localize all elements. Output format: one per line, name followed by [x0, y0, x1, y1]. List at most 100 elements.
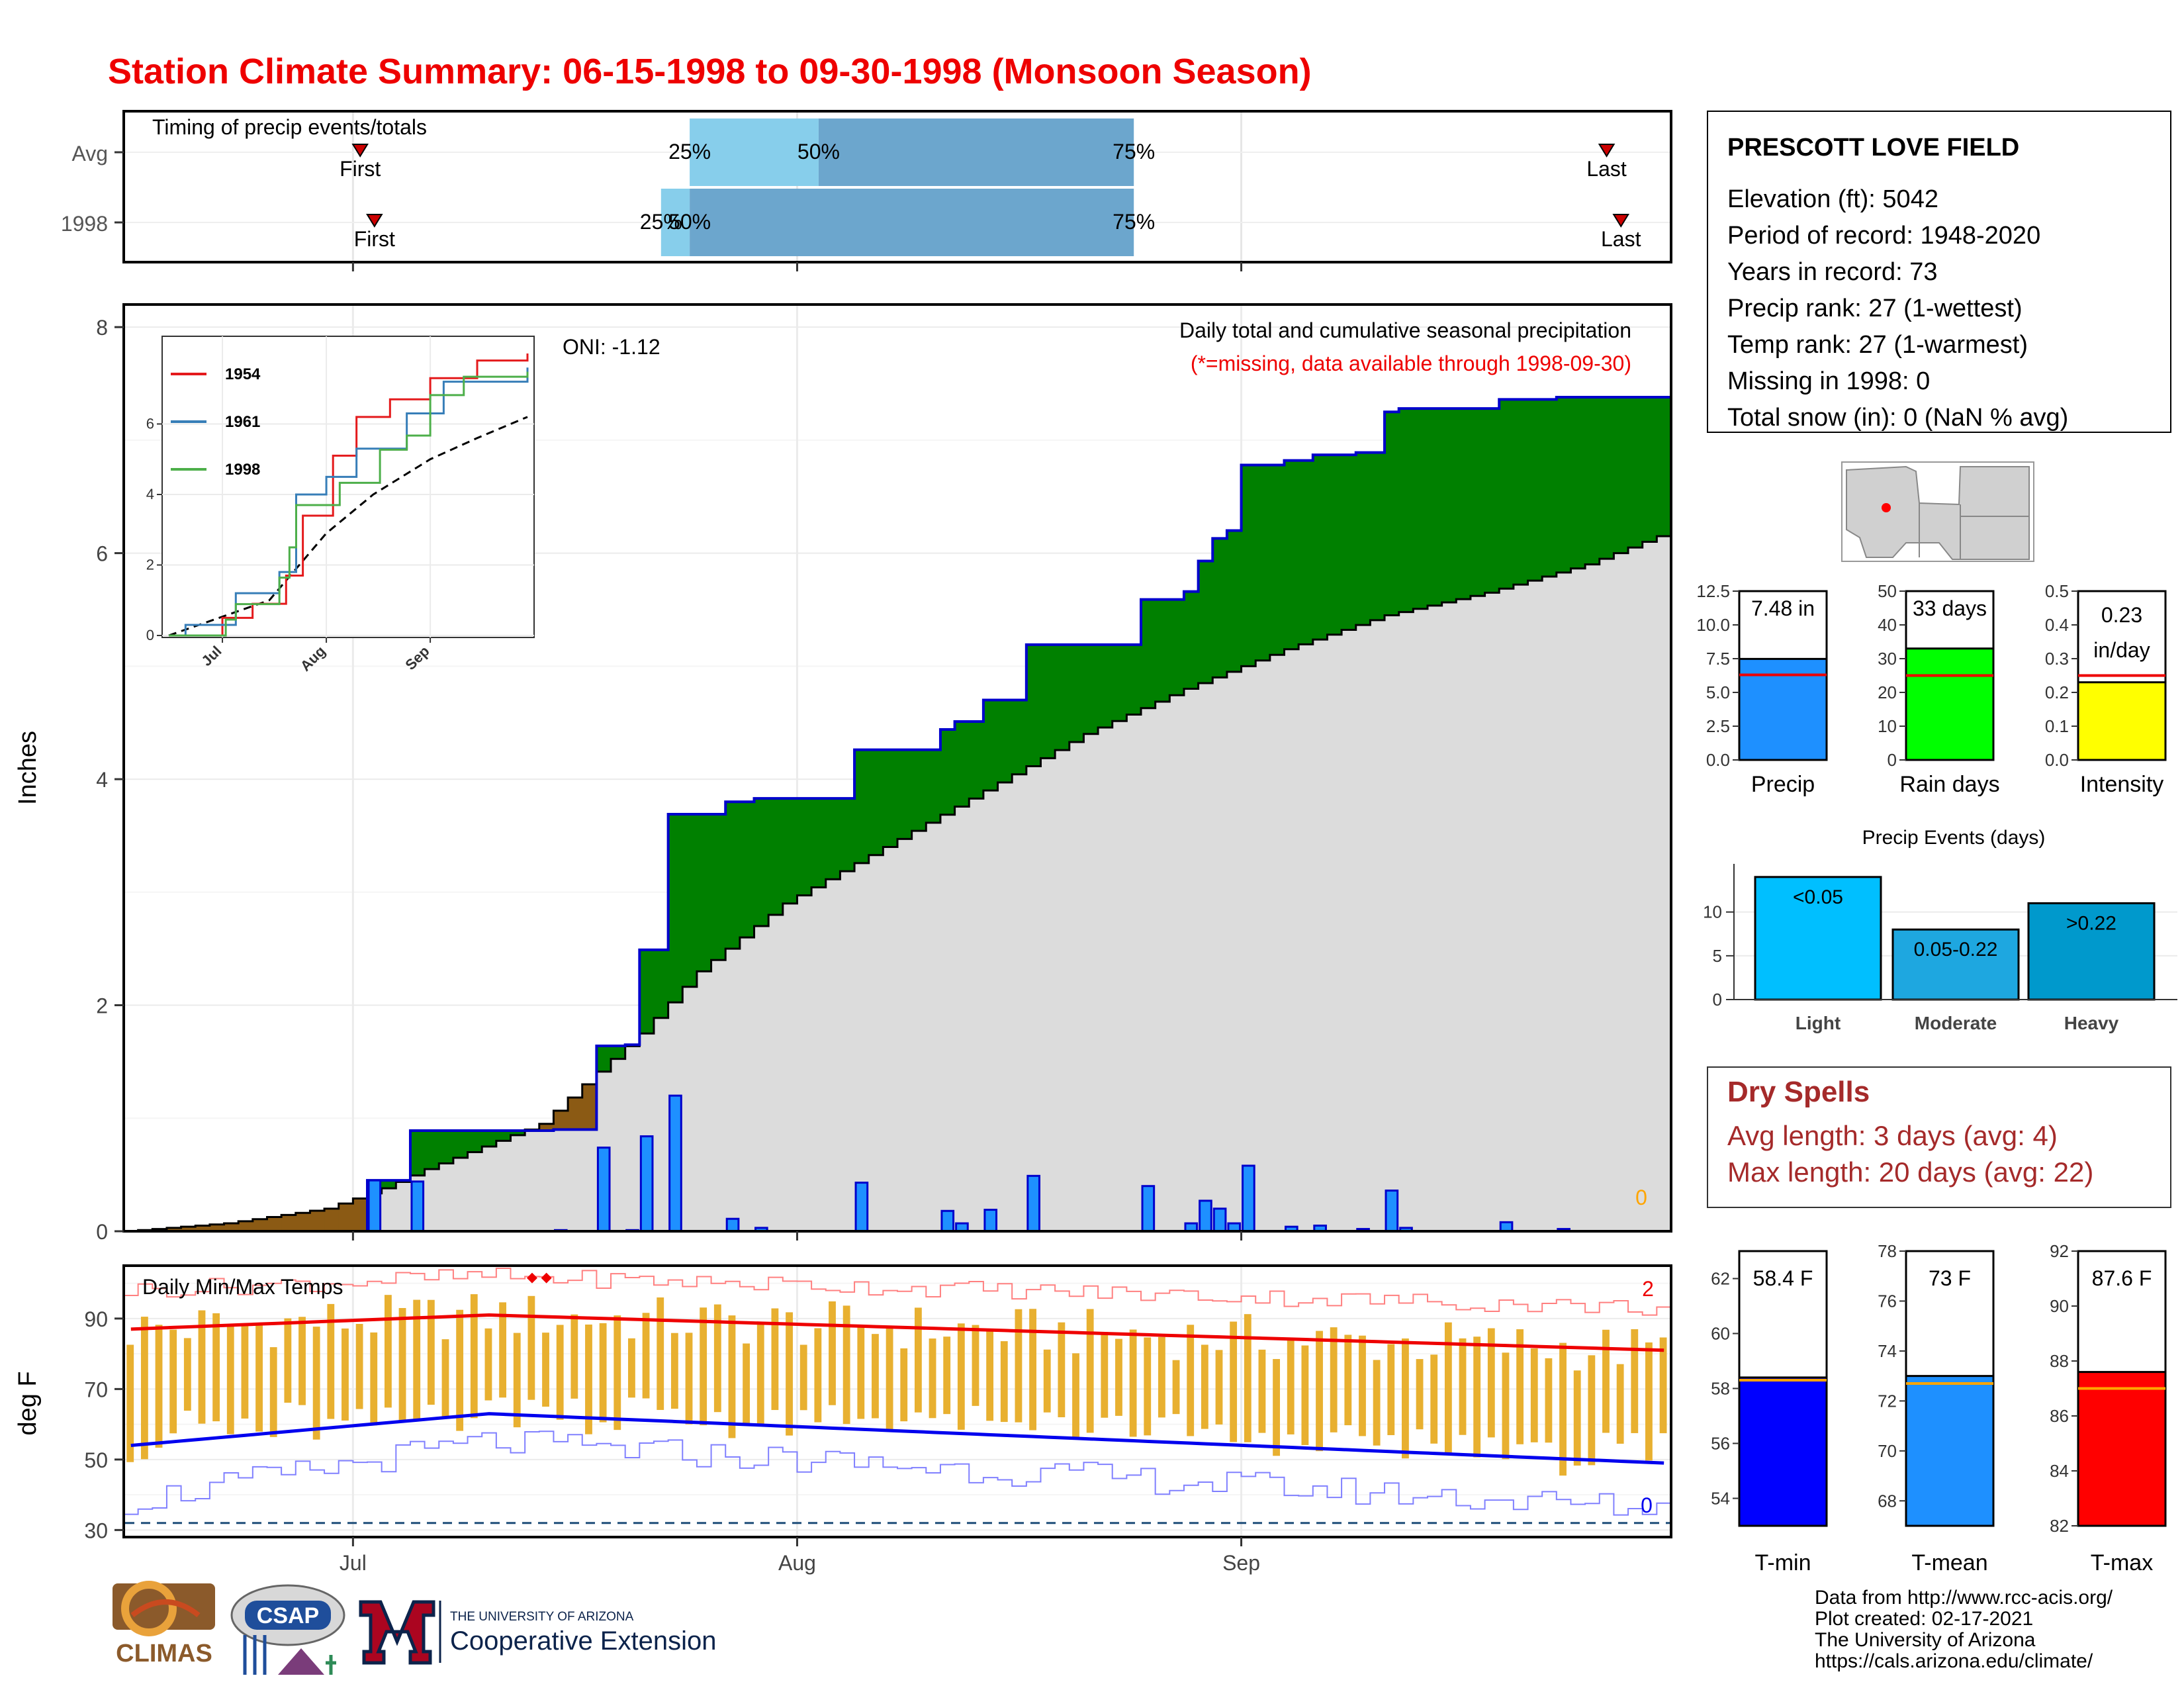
daily-temp-bar — [1101, 1332, 1109, 1418]
daily-temp-bar — [842, 1305, 850, 1425]
surplus-area — [510, 1131, 525, 1135]
surplus-area — [1241, 465, 1256, 667]
daily-temp-bar — [957, 1323, 965, 1430]
surplus-area — [682, 814, 698, 987]
daily-temp-bar — [1316, 1331, 1323, 1452]
daily-temp-bar — [1244, 1314, 1251, 1442]
surplus-area — [1055, 644, 1070, 751]
timing-q25-label: 25% — [668, 140, 711, 164]
daily-temp-bar — [1287, 1337, 1295, 1434]
surplus-area — [711, 814, 726, 961]
temp-x-tick-label: Sep — [1222, 1551, 1260, 1575]
surplus-area — [1642, 397, 1657, 542]
daily-temp-bar — [1559, 1342, 1567, 1476]
daily-temp-bar — [1043, 1349, 1051, 1413]
temp-chart: 30 50 70 90 Jul Aug Sep Daily Min/Max Temps de… — [14, 1264, 1672, 1575]
dry-spells-title: Dry Spells — [1727, 1076, 1870, 1108]
mini-bar-y-tick-label: 0.3 — [2045, 649, 2069, 669]
surplus-area — [1441, 408, 1457, 602]
mini-bar-y-tick-label: 0.1 — [2045, 716, 2069, 736]
surplus-area — [1342, 455, 1357, 630]
daily-temp-bar — [1373, 1360, 1381, 1446]
daily-temp-bar — [670, 1333, 678, 1409]
mini-bar-y-tick-label: 2.5 — [1706, 716, 1730, 736]
daily-temp-bar — [470, 1294, 478, 1419]
info-line: Period of record: 1948-2020 — [1727, 222, 2040, 250]
station-location-dot — [1882, 503, 1891, 512]
mini-bar-category-label: Rain days — [1899, 772, 1999, 797]
daily-temp-bar — [614, 1315, 621, 1430]
precip-y-tick-label: 4 — [96, 768, 108, 792]
oni-label: ONI: -1.12 — [563, 335, 660, 359]
deficit-area — [324, 1208, 340, 1231]
surplus-area — [1499, 399, 1514, 589]
surplus-area — [911, 749, 927, 831]
surplus-area — [840, 798, 855, 872]
inset-y-tick-label: 0 — [146, 627, 154, 643]
timing-q75-label: 75% — [1113, 140, 1155, 164]
mini-bar-value-label: 0.23 — [2101, 603, 2142, 627]
credit-line: Plot created: 02-17-2021 — [1815, 1608, 2033, 1630]
temp-ylabel: deg F — [14, 1371, 42, 1435]
timing-first-marker — [366, 214, 383, 228]
deficit-area — [310, 1211, 325, 1231]
daily-temp-bar — [527, 1295, 535, 1400]
inset-line-1961 — [169, 367, 529, 637]
daily-temp-bar — [1645, 1342, 1653, 1461]
surplus-area — [1427, 408, 1443, 606]
daily-temp-bar — [1473, 1336, 1481, 1458]
timing-q75-label: 75% — [1113, 210, 1155, 234]
info-line: Temp rank: 27 (1-warmest) — [1727, 331, 2028, 359]
daily-temp-bar — [585, 1324, 592, 1434]
surplus-area — [1255, 465, 1271, 661]
daily-precip-bar — [983, 1209, 998, 1233]
surplus-area — [410, 1131, 426, 1176]
timing-row-avg: Avg — [71, 142, 108, 165]
surplus-area — [424, 1131, 439, 1170]
daily-temp-bar — [484, 1328, 492, 1401]
surplus-area — [1556, 397, 1572, 573]
daily-temp-bar — [900, 1348, 908, 1422]
avg-min-line — [130, 1412, 1664, 1465]
surplus-area — [797, 798, 812, 896]
inset-avg-line — [168, 416, 528, 637]
daily-temp-bar — [599, 1323, 607, 1423]
timing-bar-25-50-avg — [690, 118, 819, 186]
surplus-area — [940, 729, 956, 815]
mini-bar-category-label: Precip — [1751, 772, 1815, 797]
mini-bar-value-label: 7.48 in — [1751, 596, 1815, 620]
daily-temp-bar — [1616, 1364, 1624, 1444]
timing-q50-label: 50% — [668, 210, 711, 234]
mini-bar-y-tick-label: 10 — [1878, 716, 1897, 736]
record-high-marker — [526, 1272, 537, 1284]
deficit-area — [338, 1203, 353, 1231]
surplus-area — [1212, 538, 1228, 678]
daily-temp-bar — [1158, 1336, 1165, 1418]
daily-temp-bar — [628, 1338, 635, 1398]
temp-bar-y-tick-label: 62 — [1711, 1269, 1730, 1289]
record-high-count: 2 — [1642, 1277, 1654, 1301]
surplus-area — [668, 814, 683, 1003]
deficit-area — [238, 1221, 253, 1231]
temp-bar-y-tick-label: 76 — [1878, 1291, 1897, 1311]
surplus-area — [1026, 644, 1042, 767]
surplus-area — [1628, 397, 1643, 548]
timing-last-label: Last — [1601, 227, 1641, 251]
deficit-area — [166, 1227, 182, 1231]
daily-temp-bar — [126, 1344, 134, 1462]
temp-y-tick-label: 30 — [84, 1519, 108, 1542]
daily-precip-bar — [1212, 1207, 1227, 1233]
info-line: Years in record: 73 — [1727, 258, 1938, 286]
daily-temp-bar — [427, 1299, 435, 1405]
mini-bar-y-tick-label: 12.5 — [1696, 581, 1730, 601]
inset-y-tick-label: 2 — [146, 556, 154, 573]
temp-bar-y-tick-label: 68 — [1878, 1491, 1897, 1511]
surplus-area — [1599, 397, 1615, 559]
surplus-area — [639, 949, 655, 1034]
surplus-area — [1155, 599, 1170, 702]
daily-precip-bar — [367, 1179, 382, 1233]
mini-bar-y-tick-label: 10.0 — [1696, 615, 1730, 635]
